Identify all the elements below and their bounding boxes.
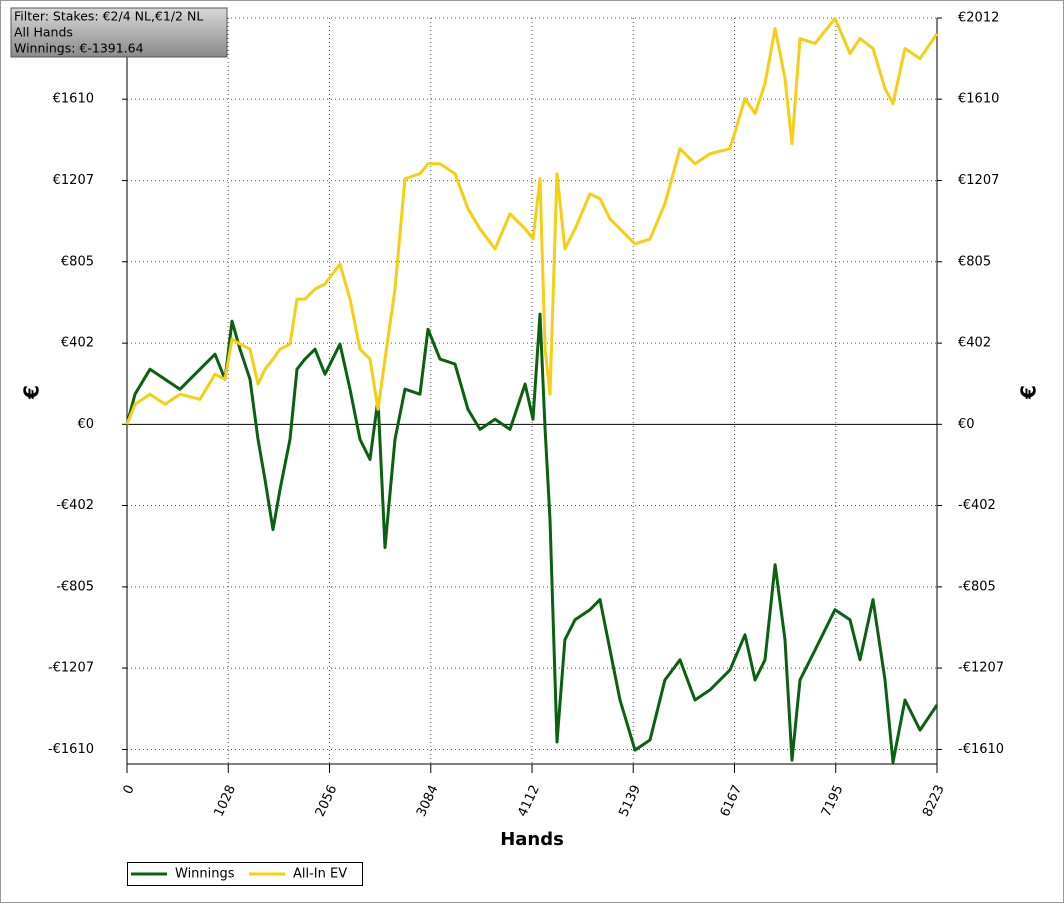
y-tick-label: -€1207 [48, 661, 94, 676]
y2-tick-label: €1610 [958, 92, 999, 107]
y-tick-label: €805 [61, 254, 94, 269]
y-axis-label: € [20, 385, 44, 400]
y2-tick-label: €1207 [958, 173, 999, 188]
y-tick-label: €402 [61, 336, 94, 351]
x-axis-label: Hands [500, 829, 564, 850]
annotation: Winnings: €-1391.64 [14, 41, 144, 56]
legend-label: Winnings [175, 867, 235, 882]
annotation: Filter: Stakes: €2/4 NL,€1/2 NL [14, 9, 203, 24]
series-line [125, 16, 939, 425]
y-tick-label: -€402 [56, 498, 94, 513]
annotation: All Hands [14, 25, 73, 40]
y2-tick-label: -€1610 [958, 742, 1004, 757]
y2-tick-label: -€1207 [958, 661, 1004, 676]
y2-axis-label: € [1017, 385, 1041, 400]
y-tick-label: -€1610 [48, 742, 94, 757]
y-tick-label: €1207 [53, 173, 94, 188]
filter-box [10, 7, 228, 58]
y-tick-label: -€805 [56, 579, 94, 594]
y2-tick-label: -€402 [958, 498, 996, 513]
y2-tick-label: €805 [958, 254, 991, 269]
y2-tick-label: €2012 [958, 11, 999, 26]
y2-tick-label: -€805 [958, 579, 996, 594]
legend-box [127, 862, 363, 886]
series-line [125, 312, 939, 764]
y2-tick-label: €0 [958, 417, 975, 432]
y2-tick-label: €402 [958, 336, 991, 351]
legend-label: All-In EV [293, 867, 347, 882]
y-tick-label: €1610 [53, 92, 94, 107]
y-tick-label: €0 [77, 417, 94, 432]
